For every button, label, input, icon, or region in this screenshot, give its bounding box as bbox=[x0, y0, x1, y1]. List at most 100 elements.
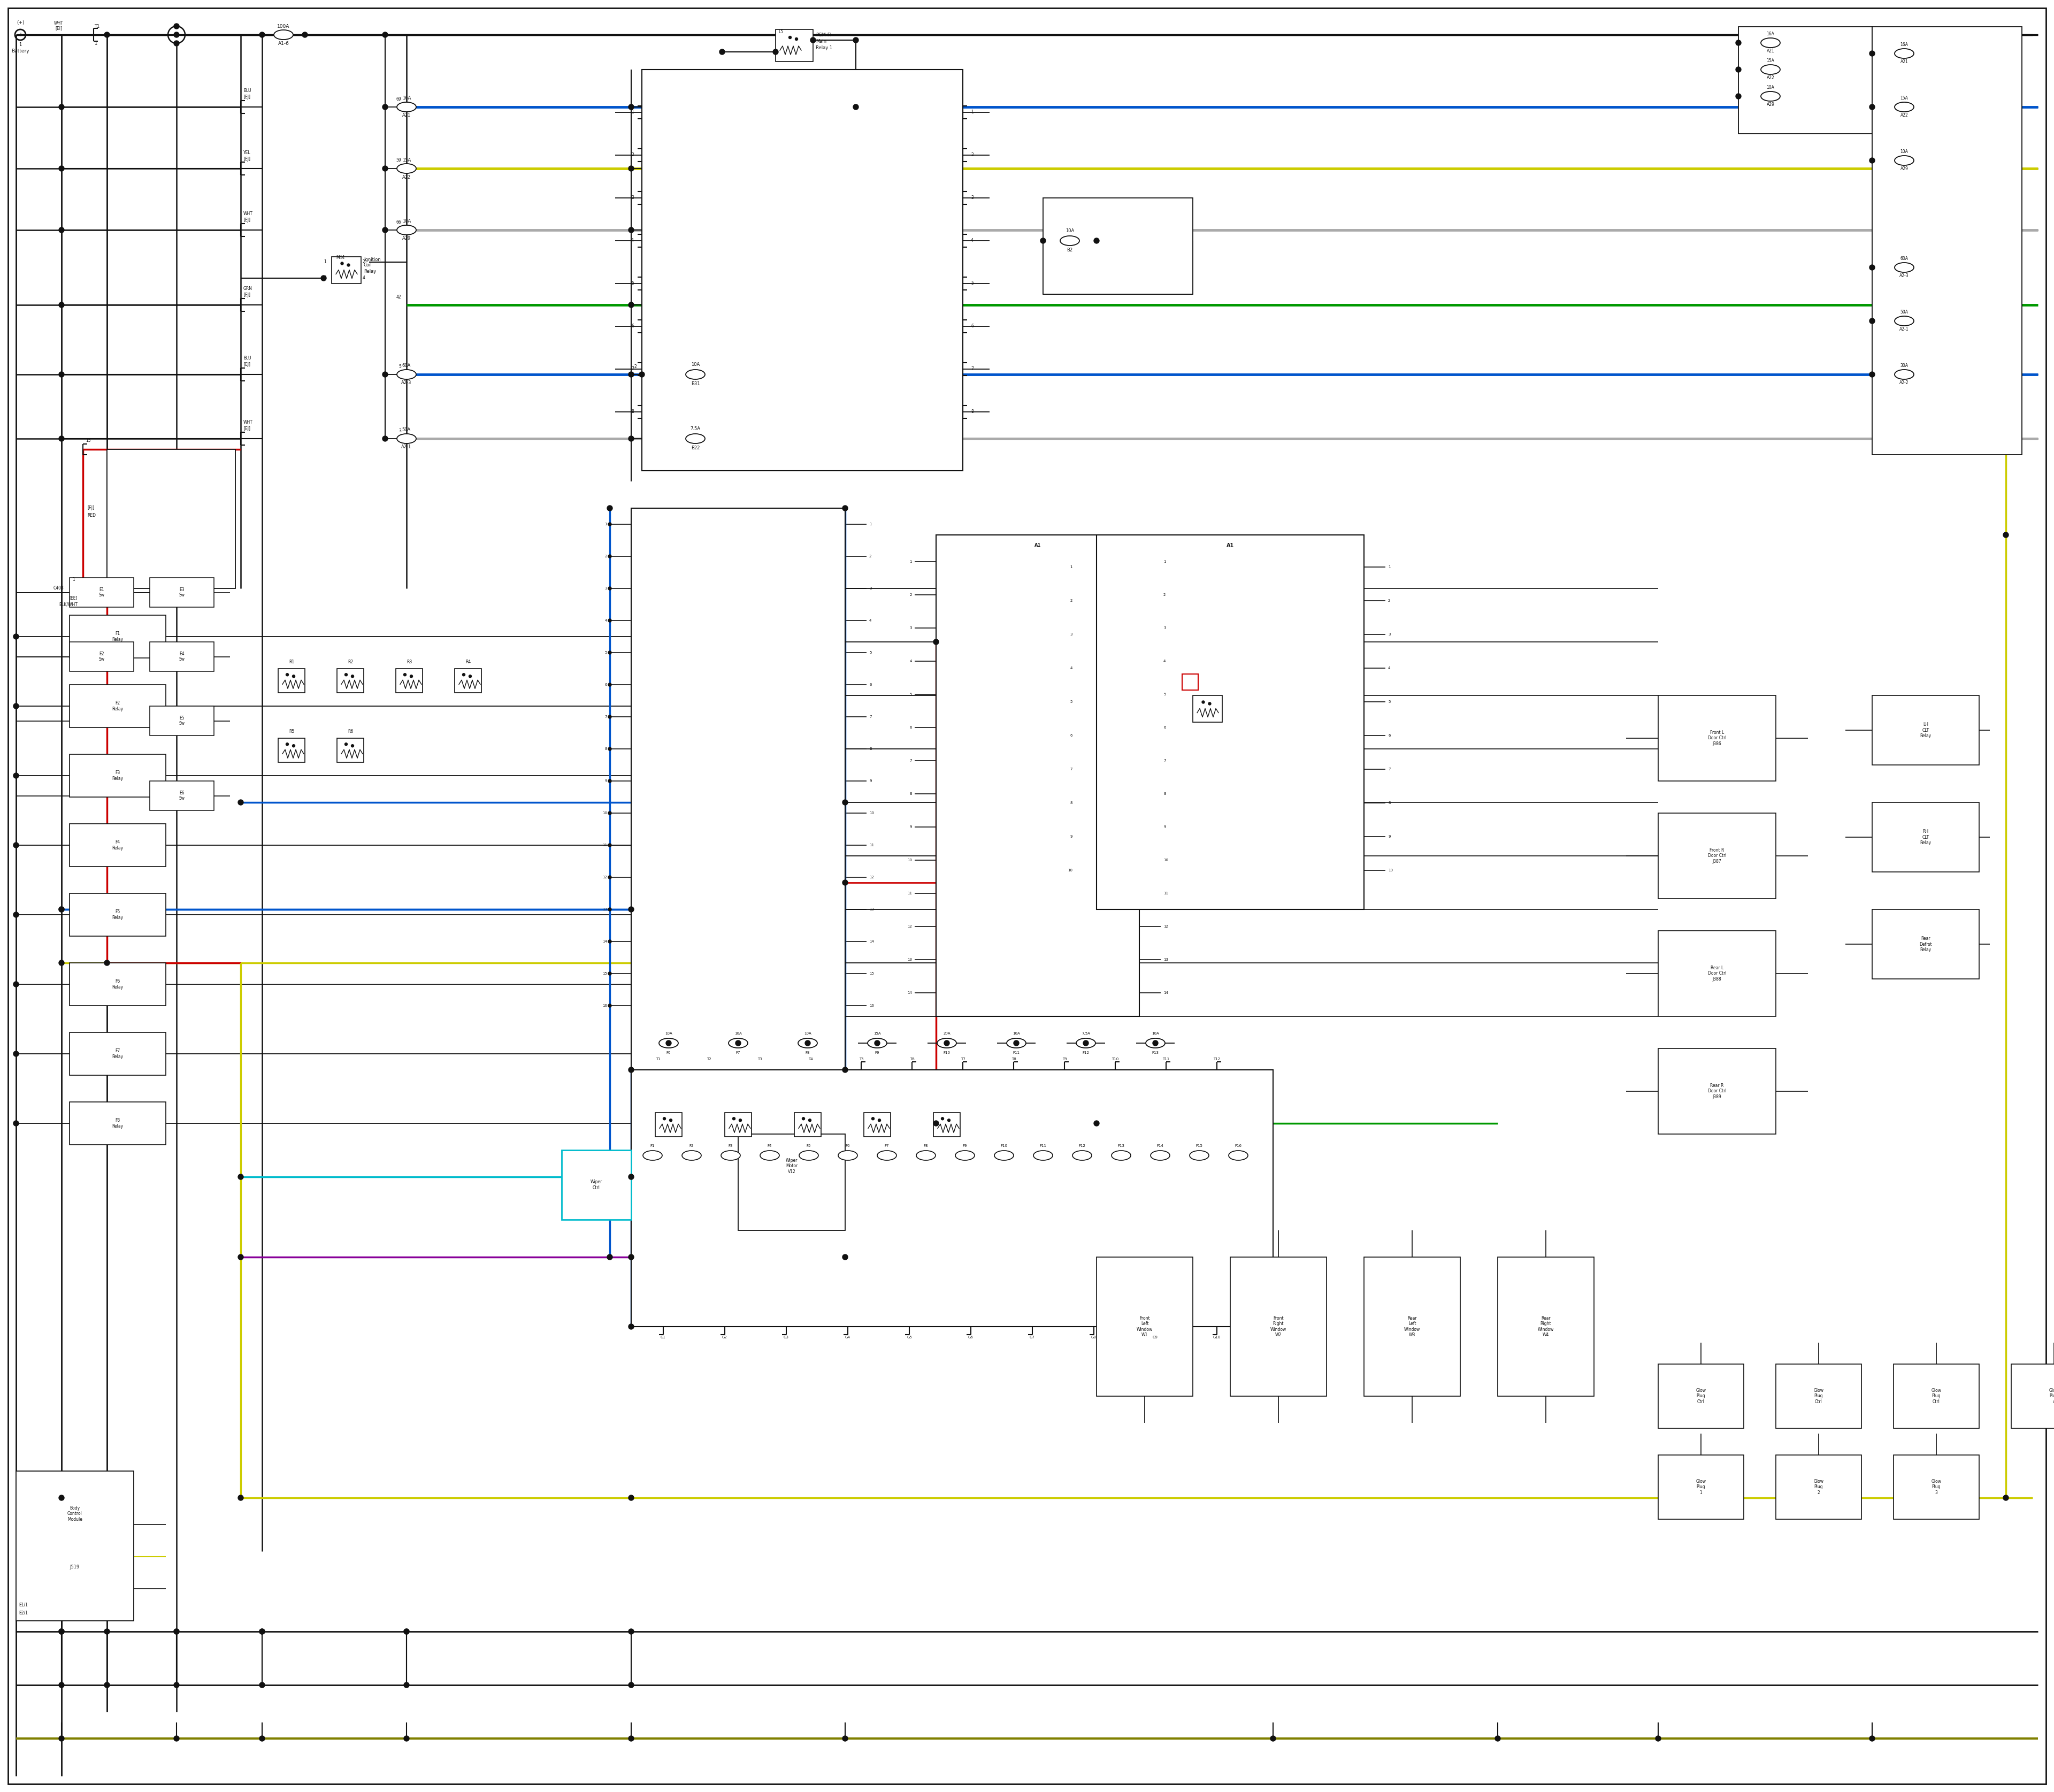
Text: A1: A1 bbox=[1226, 543, 1234, 548]
Bar bbox=[1658, 1364, 1744, 1428]
Text: 6: 6 bbox=[1070, 735, 1072, 737]
Text: 60A: 60A bbox=[403, 364, 411, 369]
Text: 10: 10 bbox=[908, 858, 912, 862]
Text: G8: G8 bbox=[1091, 1335, 1097, 1339]
Text: F2: F2 bbox=[690, 1145, 694, 1147]
Circle shape bbox=[175, 1629, 179, 1634]
Text: B2: B2 bbox=[1066, 247, 1072, 253]
Circle shape bbox=[1656, 1736, 1662, 1742]
Circle shape bbox=[351, 744, 353, 747]
Bar bbox=[70, 824, 166, 867]
Circle shape bbox=[608, 780, 612, 783]
Ellipse shape bbox=[1150, 1150, 1171, 1159]
Text: F11: F11 bbox=[1013, 1052, 1019, 1054]
Bar bbox=[337, 668, 364, 694]
Circle shape bbox=[629, 907, 635, 912]
Text: T12: T12 bbox=[1214, 1057, 1220, 1061]
Text: F3
Relay: F3 Relay bbox=[113, 771, 123, 781]
Text: F1: F1 bbox=[651, 1145, 655, 1147]
Text: 9: 9 bbox=[1163, 826, 1167, 828]
Text: 1: 1 bbox=[604, 523, 608, 525]
Text: 15: 15 bbox=[86, 439, 90, 443]
Circle shape bbox=[382, 167, 388, 172]
Circle shape bbox=[292, 744, 296, 747]
Text: 2: 2 bbox=[635, 364, 637, 369]
Circle shape bbox=[629, 1683, 635, 1688]
Text: 42: 42 bbox=[396, 294, 401, 299]
Text: 10: 10 bbox=[1068, 869, 1072, 873]
Circle shape bbox=[259, 1629, 265, 1634]
Text: T6: T6 bbox=[910, 1057, 914, 1061]
Text: 69: 69 bbox=[396, 97, 401, 102]
Ellipse shape bbox=[686, 434, 705, 443]
Text: F3: F3 bbox=[729, 1145, 733, 1147]
Text: 7: 7 bbox=[910, 760, 912, 762]
Text: A2-2: A2-2 bbox=[1900, 380, 1908, 385]
Bar bbox=[70, 685, 166, 728]
Circle shape bbox=[608, 586, 612, 590]
Text: 11: 11 bbox=[869, 844, 875, 848]
Text: 10: 10 bbox=[602, 812, 608, 815]
Circle shape bbox=[1095, 238, 1099, 244]
Text: Rear
Defrst
Relay: Rear Defrst Relay bbox=[1918, 935, 1933, 952]
Text: [EI]: [EI] bbox=[55, 25, 62, 30]
Circle shape bbox=[382, 435, 388, 441]
Text: 5: 5 bbox=[398, 364, 401, 369]
Circle shape bbox=[60, 1683, 64, 1688]
Circle shape bbox=[259, 32, 265, 38]
Circle shape bbox=[382, 32, 388, 38]
Text: 4: 4 bbox=[1070, 667, 1072, 670]
Text: 4: 4 bbox=[972, 238, 974, 244]
Bar bbox=[1658, 1048, 1777, 1134]
Text: 2: 2 bbox=[604, 556, 608, 557]
Text: 1: 1 bbox=[325, 260, 327, 265]
Circle shape bbox=[842, 880, 848, 885]
Text: 5: 5 bbox=[631, 281, 635, 287]
Bar bbox=[1777, 1455, 1861, 1520]
Text: 7: 7 bbox=[869, 715, 871, 719]
Circle shape bbox=[1041, 238, 1045, 244]
Bar bbox=[70, 1102, 166, 1145]
Text: 10A: 10A bbox=[735, 1032, 741, 1036]
Text: 5: 5 bbox=[1070, 701, 1072, 704]
Ellipse shape bbox=[1894, 156, 1914, 165]
Text: BLK/WHT: BLK/WHT bbox=[60, 602, 78, 607]
Circle shape bbox=[1152, 1041, 1158, 1047]
Text: 8: 8 bbox=[1389, 801, 1391, 805]
Text: F10: F10 bbox=[1000, 1145, 1006, 1147]
Ellipse shape bbox=[396, 369, 417, 380]
Circle shape bbox=[60, 435, 64, 441]
Circle shape bbox=[608, 909, 612, 910]
Text: 1: 1 bbox=[1070, 566, 1072, 568]
Bar bbox=[933, 1113, 959, 1136]
Text: M44: M44 bbox=[337, 256, 345, 260]
Circle shape bbox=[739, 1118, 741, 1122]
Bar bbox=[1658, 930, 1777, 1016]
Text: 14: 14 bbox=[869, 939, 873, 943]
Text: Glow
Plug
Ctrl: Glow Plug Ctrl bbox=[1697, 1389, 1707, 1405]
Text: 1: 1 bbox=[72, 577, 74, 582]
Text: A21: A21 bbox=[1766, 48, 1775, 54]
Text: F8: F8 bbox=[805, 1052, 809, 1054]
Circle shape bbox=[60, 167, 64, 172]
Text: [EJ]: [EJ] bbox=[242, 219, 251, 222]
Circle shape bbox=[14, 1120, 18, 1125]
Text: E2/1: E2/1 bbox=[18, 1611, 29, 1615]
Circle shape bbox=[60, 1495, 64, 1500]
Text: T9: T9 bbox=[1062, 1057, 1066, 1061]
Text: 1: 1 bbox=[910, 561, 912, 563]
Text: WHT: WHT bbox=[53, 20, 64, 25]
Circle shape bbox=[629, 1324, 635, 1330]
Circle shape bbox=[14, 704, 18, 710]
Circle shape bbox=[14, 772, 18, 778]
Circle shape bbox=[175, 1683, 179, 1688]
Text: 30A: 30A bbox=[1900, 364, 1908, 369]
Text: [EJ]: [EJ] bbox=[242, 95, 251, 100]
Text: G6: G6 bbox=[967, 1335, 974, 1339]
Text: WHT: WHT bbox=[242, 419, 253, 425]
Bar bbox=[70, 577, 134, 607]
Bar bbox=[1894, 1364, 1980, 1428]
Text: 1: 1 bbox=[972, 109, 974, 115]
Text: LH
CLT
Relay: LH CLT Relay bbox=[1920, 722, 1931, 738]
Circle shape bbox=[629, 1254, 635, 1260]
